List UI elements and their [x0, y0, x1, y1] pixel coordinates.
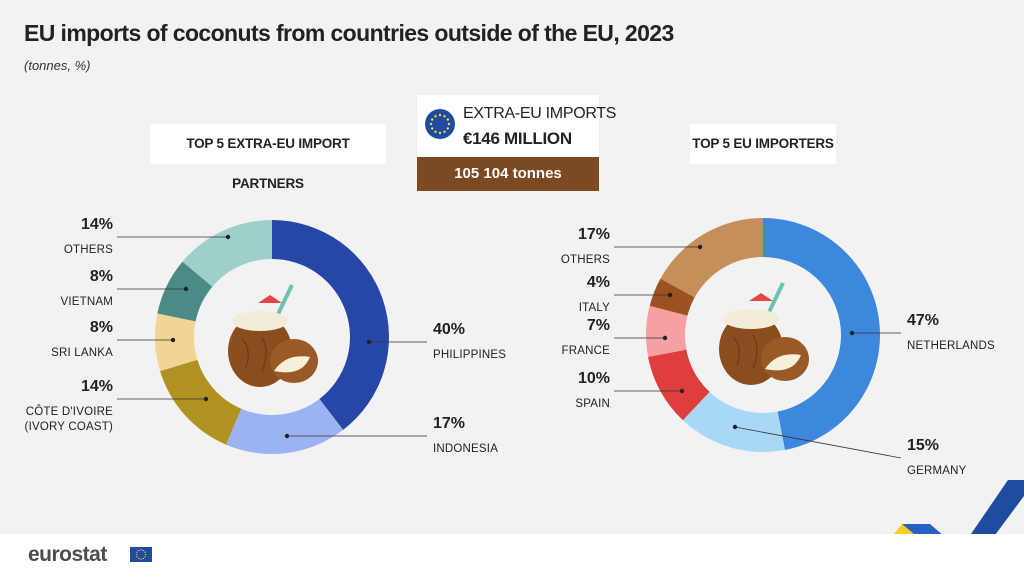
- pct-label-2-4: 7%: [587, 317, 610, 334]
- donut-chart-1: 40% PHILIPPINES 17% INDONESIA 14% CÔTE D'IVOI…: [25, 216, 507, 455]
- pct-label-2-5: 4%: [587, 274, 610, 291]
- leader-1-6: [117, 234, 231, 240]
- right-chart-title: TOP 5 EU IMPORTERS: [690, 124, 836, 164]
- pct-label-1-2: 17%: [433, 415, 465, 432]
- category-label-1-1: PHILIPPINES: [433, 349, 506, 361]
- eurostat-logo: eurostat: [28, 543, 107, 566]
- slice-1-6: [182, 220, 272, 287]
- eu-flag-icon: [425, 109, 455, 139]
- category-label-1-4: SRI LANKA: [51, 347, 113, 359]
- leader-1-1: [366, 339, 427, 345]
- slice-1-5: [157, 261, 213, 322]
- category-label-2-2: GERMANY: [907, 465, 967, 477]
- category-label-2-1: NETHERLANDS: [907, 340, 995, 352]
- pct-label-1-5: 8%: [90, 268, 113, 285]
- pct-label-2-2: 15%: [907, 437, 939, 454]
- pct-label-1-1: 40%: [433, 321, 465, 338]
- slice-2-5: [649, 278, 695, 316]
- leader-2-3: [614, 388, 685, 394]
- leader-2-2: [732, 424, 902, 459]
- category-label-1-3: (IVORY COAST): [25, 421, 113, 433]
- page-title: EU imports of coconuts from countries ou…: [24, 20, 674, 46]
- leader-1-3: [117, 396, 209, 402]
- slice-2-4: [646, 305, 688, 357]
- slice-1-1: [272, 220, 390, 430]
- category-label-1-2: INDONESIA: [433, 443, 498, 455]
- category-label-1-3: CÔTE D'IVOIRE: [26, 405, 113, 418]
- donut-chart-2: 47% NETHERLANDS 15% GERMANY 10% SPAIN 7% FRANCE…: [561, 218, 995, 477]
- leader-1-5: [117, 286, 189, 292]
- leader-1-2: [284, 433, 427, 439]
- eu-flag-icon: [130, 547, 152, 562]
- pct-label-1-4: 8%: [90, 319, 113, 336]
- pct-label-1-3: 14%: [81, 378, 113, 395]
- coconut-drink-icon: [228, 284, 318, 387]
- slice-2-2: [682, 391, 785, 452]
- coconut-drink-icon: [719, 282, 809, 385]
- pct-label-2-6: 17%: [578, 226, 610, 243]
- extra-eu-imports-label: EXTRA-EU IMPORTS: [463, 105, 617, 122]
- slice-2-6: [660, 218, 763, 298]
- pct-label-2-3: 10%: [578, 370, 610, 387]
- slice-2-1: [763, 218, 881, 450]
- category-label-2-3: SPAIN: [575, 398, 610, 410]
- leader-2-5: [614, 292, 673, 298]
- slice-2-3: [648, 349, 710, 421]
- category-label-1-6: OTHERS: [64, 244, 113, 256]
- extra-eu-imports-value: €146 MILLION: [463, 129, 572, 148]
- category-label-1-5: VIETNAM: [60, 296, 113, 308]
- total-tonnes-banner: 105 104 tonnes: [417, 157, 599, 191]
- slice-1-3: [160, 359, 242, 445]
- leader-2-6: [614, 244, 703, 250]
- category-label-2-5: ITALY: [579, 302, 610, 314]
- leader-2-1: [849, 330, 901, 336]
- footer: eurostat: [0, 534, 1024, 576]
- leader-1-4: [117, 337, 176, 343]
- extra-eu-imports-box: EXTRA-EU IMPORTS €146 MILLION: [417, 95, 616, 157]
- category-label-2-4: FRANCE: [562, 345, 611, 357]
- category-label-2-6: OTHERS: [561, 254, 610, 266]
- page-subtitle: (tonnes, %): [24, 58, 91, 73]
- left-chart-title: TOP 5 EXTRA-EU IMPORT PARTNERS: [150, 124, 386, 191]
- slice-1-2: [225, 398, 344, 454]
- slice-1-4: [154, 313, 198, 372]
- leader-2-4: [614, 335, 668, 341]
- pct-label-2-1: 47%: [907, 312, 939, 329]
- pct-label-1-6: 14%: [81, 216, 113, 233]
